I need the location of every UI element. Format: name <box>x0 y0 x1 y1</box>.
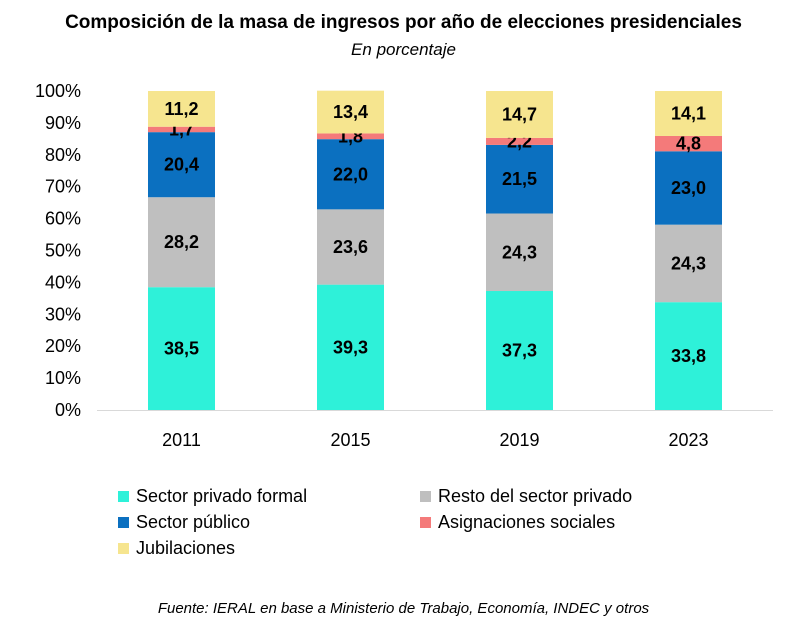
x-tick-label: 2019 <box>499 430 539 450</box>
legend-item-jubilaciones: Jubilaciones <box>118 538 235 559</box>
bar-segment <box>486 91 553 138</box>
bar-segment <box>148 197 215 288</box>
stacked-bar-chart: 0% 10% 20% 30% 40% 50% 60% 70% 80% 90% 100% 38,5 28,… <box>35 81 773 450</box>
y-tick-label: 90% <box>45 113 81 133</box>
bar-segment <box>148 91 215 127</box>
bar-segment <box>655 302 722 410</box>
y-tick-label: 70% <box>45 177 81 197</box>
bar-segment <box>148 132 215 198</box>
data-label: 13,4 <box>333 102 368 122</box>
data-label: 33,8 <box>671 346 706 366</box>
legend-swatch <box>420 491 431 502</box>
legend-label: Jubilaciones <box>136 538 236 558</box>
data-label: 14,7 <box>502 104 537 124</box>
legend-swatch <box>118 543 129 554</box>
legend-label: Sector privado formal <box>136 486 308 506</box>
chart-title: Composición de la masa de ingresos por a… <box>65 12 742 33</box>
legend-label: Asignaciones sociales <box>438 512 616 532</box>
data-label: 14,1 <box>671 103 706 123</box>
legend-item-asignaciones-sociales: Asignaciones sociales <box>420 512 615 533</box>
data-label: 21,5 <box>502 169 537 189</box>
x-tick-label: 2015 <box>330 430 370 450</box>
legend-swatch <box>118 517 129 528</box>
bar-segment <box>148 126 215 133</box>
bar-segment <box>317 209 384 285</box>
x-tick-label: 2011 <box>162 430 201 450</box>
y-tick-label: 10% <box>45 368 81 388</box>
y-tick-label: 80% <box>45 145 81 165</box>
bar-segment <box>486 144 553 214</box>
bar-segment <box>148 287 215 410</box>
bar-segment <box>486 291 553 410</box>
bar-segment <box>486 137 553 145</box>
legend-item-resto-del-sector-privado: Resto del sector privado <box>420 486 632 507</box>
y-tick-label: 0% <box>55 400 81 420</box>
data-label: 4,8 <box>676 134 701 154</box>
data-label: 24,3 <box>671 253 706 273</box>
y-tick-label: 20% <box>45 336 81 356</box>
x-tick-label: 2023 <box>668 430 708 450</box>
data-label: 22,0 <box>333 164 368 184</box>
bar-segment <box>655 151 722 225</box>
bar-segment <box>317 139 384 210</box>
legend-label: Sector público <box>136 512 251 532</box>
data-label: 39,3 <box>333 337 368 357</box>
data-label: 28,2 <box>164 232 199 252</box>
legend-swatch <box>420 517 431 528</box>
y-tick-label: 50% <box>45 241 81 261</box>
data-label: 11,2 <box>164 99 198 119</box>
chart-subtitle: En porcentaje <box>351 40 456 59</box>
bar-segment <box>317 284 384 410</box>
data-label: 23,0 <box>671 178 706 198</box>
data-label: 23,6 <box>333 237 368 257</box>
bar-segment <box>655 91 722 136</box>
data-label: 37,3 <box>502 341 537 361</box>
y-tick-label: 40% <box>45 272 81 292</box>
bar-segment <box>655 135 722 152</box>
y-tick-label: 30% <box>45 304 81 324</box>
legend-item-sector-publico: Sector público <box>118 512 250 533</box>
source-note: Fuente: IERAL en base a Ministerio de Tr… <box>157 600 650 617</box>
bar-segment <box>317 90 384 134</box>
y-tick-label: 100% <box>35 81 81 101</box>
bar-segment <box>486 213 553 292</box>
data-label: 20,4 <box>164 155 199 175</box>
legend-swatch <box>118 491 129 502</box>
y-tick-label: 60% <box>45 209 81 229</box>
data-label: 24,3 <box>502 242 537 262</box>
bar-segment <box>655 224 722 303</box>
data-label: 38,5 <box>164 339 199 359</box>
legend-label: Resto del sector privado <box>438 486 633 506</box>
legend-item-sector-privado-formal: Sector privado formal <box>118 486 307 507</box>
bar-segment <box>317 133 384 140</box>
